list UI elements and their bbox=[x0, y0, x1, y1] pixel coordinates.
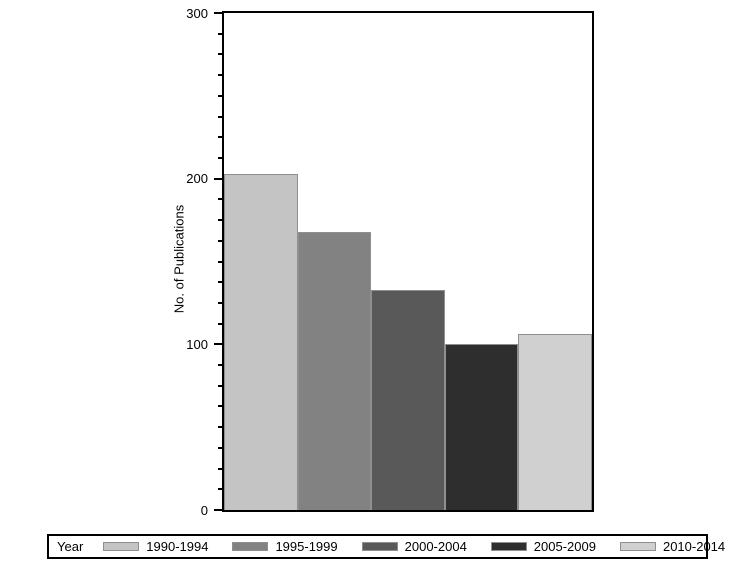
y-minor-tick-37.5 bbox=[218, 446, 222, 449]
bar-2000-2004 bbox=[371, 289, 445, 510]
y-axis-title-text: No. of Publications bbox=[171, 204, 187, 314]
legend-item-2005-2009: 2005-2009 bbox=[490, 539, 596, 554]
y-minor-tick-25 bbox=[218, 467, 222, 470]
bar-2005-2009 bbox=[444, 344, 519, 510]
legend-item-label: 1990-1994 bbox=[146, 539, 209, 554]
y-minor-tick-137.5 bbox=[218, 281, 222, 284]
y-minor-tick-225 bbox=[218, 136, 222, 139]
y-minor-tick-287.5 bbox=[218, 32, 222, 35]
legend-swatch-1990-1994 bbox=[103, 542, 140, 551]
legend: Year 1990-1994 1995-1999 2000-2004 2005-200… bbox=[47, 534, 725, 559]
y-minor-tick-237.5 bbox=[218, 115, 222, 118]
y-major-tick-200 bbox=[214, 177, 222, 180]
legend-swatch-2000-2004 bbox=[361, 542, 398, 551]
y-minor-tick-150 bbox=[218, 260, 222, 263]
legend-item-1990-1994: 1990-1994 bbox=[103, 539, 208, 554]
bar-1995-1999 bbox=[297, 231, 372, 510]
y-tick-label-200: 200 bbox=[186, 171, 208, 187]
y-minor-tick-262.5 bbox=[218, 74, 222, 77]
y-minor-tick-187.5 bbox=[218, 198, 222, 201]
y-minor-tick-75 bbox=[218, 384, 222, 387]
y-tick-label-100: 100 bbox=[186, 336, 208, 352]
y-minor-tick-12.5 bbox=[218, 488, 222, 491]
y-minor-tick-250 bbox=[218, 94, 222, 97]
y-major-tick-100 bbox=[214, 343, 222, 346]
legend-item-2010-2014: 2010-2014 bbox=[619, 539, 726, 554]
y-minor-tick-87.5 bbox=[218, 364, 222, 367]
y-minor-tick-112.5 bbox=[218, 322, 222, 325]
legend-items: 1990-1994 1995-1999 2000-2004 2005-2009 2010… bbox=[103, 539, 749, 554]
legend-item-label: 1995-1999 bbox=[275, 539, 338, 554]
bar-2010-2014 bbox=[518, 334, 592, 510]
y-axis: 0 100 200 300 bbox=[0, 7, 222, 517]
legend-swatch-2005-2009 bbox=[490, 542, 527, 551]
y-minor-tick-62.5 bbox=[218, 405, 222, 408]
y-tick-label-300: 300 bbox=[186, 5, 208, 21]
y-major-tick-0 bbox=[214, 509, 222, 511]
legend-item-1995-1999: 1995-1999 bbox=[232, 539, 338, 554]
y-minor-tick-125 bbox=[218, 301, 222, 304]
legend-item-label: 2010-2014 bbox=[662, 539, 726, 554]
plot-area bbox=[222, 11, 594, 512]
legend-swatch-1995-1999 bbox=[232, 542, 269, 551]
y-major-tick-300 bbox=[214, 12, 222, 14]
legend-item-2000-2004: 2000-2004 bbox=[361, 539, 467, 554]
legend-item-label: 2005-2009 bbox=[533, 539, 596, 554]
y-minor-tick-162.5 bbox=[218, 239, 222, 242]
legend-title: Year bbox=[57, 539, 84, 554]
legend-swatch-2010-2014 bbox=[619, 542, 656, 551]
legend-item-label: 2000-2004 bbox=[404, 539, 467, 554]
y-tick-label-0: 0 bbox=[200, 502, 208, 518]
y-minor-tick-275 bbox=[218, 53, 222, 56]
y-minor-tick-175 bbox=[218, 219, 222, 222]
y-minor-tick-50 bbox=[218, 426, 222, 429]
y-minor-tick-212.5 bbox=[218, 156, 222, 159]
bars-container bbox=[224, 13, 592, 510]
bar-1990-1994 bbox=[224, 173, 298, 510]
